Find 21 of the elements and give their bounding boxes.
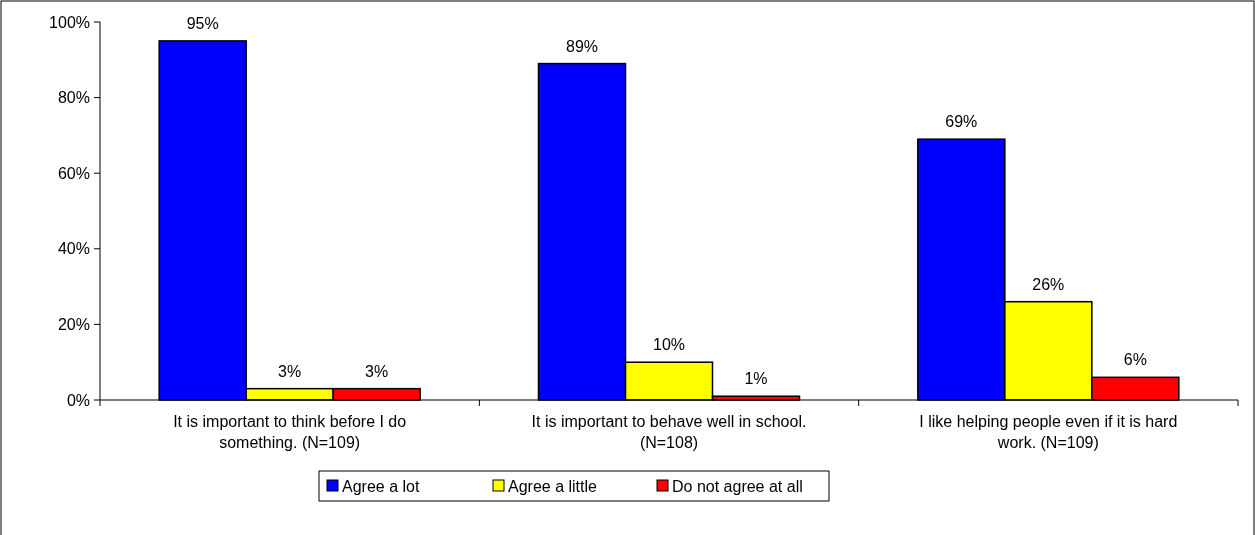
data-label: 89% [565,37,599,55]
x-tick-label: It is important to think before I do something. (N=109) [173,413,407,451]
y-tick-label: 60% [57,164,90,182]
x-tick-label: I like helping people even if it is hard work. (N=109) [919,413,1178,451]
data-label: 6% [1123,351,1147,369]
legend-label: Agree a lot [342,477,420,495]
legend-label: Agree a little [508,477,598,495]
data-label: 10% [652,336,686,354]
data-label: 26% [1032,275,1065,293]
y-tick-label: 40% [57,240,90,258]
y-tick-label: 80% [57,89,90,107]
y-tick-label: 100% [49,13,90,31]
x-tick-label: It is important to behave well in school. (N=108) [531,413,807,451]
data-label: 3% [278,362,302,380]
data-label: 95% [186,14,219,32]
y-tick-label: 0% [66,391,90,409]
data-label: 3% [365,362,389,380]
data-label: 1% [744,370,768,388]
legend-label: Do not agree at all [672,477,803,495]
data-label: 69% [945,113,978,131]
y-tick-label: 20% [57,316,90,333]
